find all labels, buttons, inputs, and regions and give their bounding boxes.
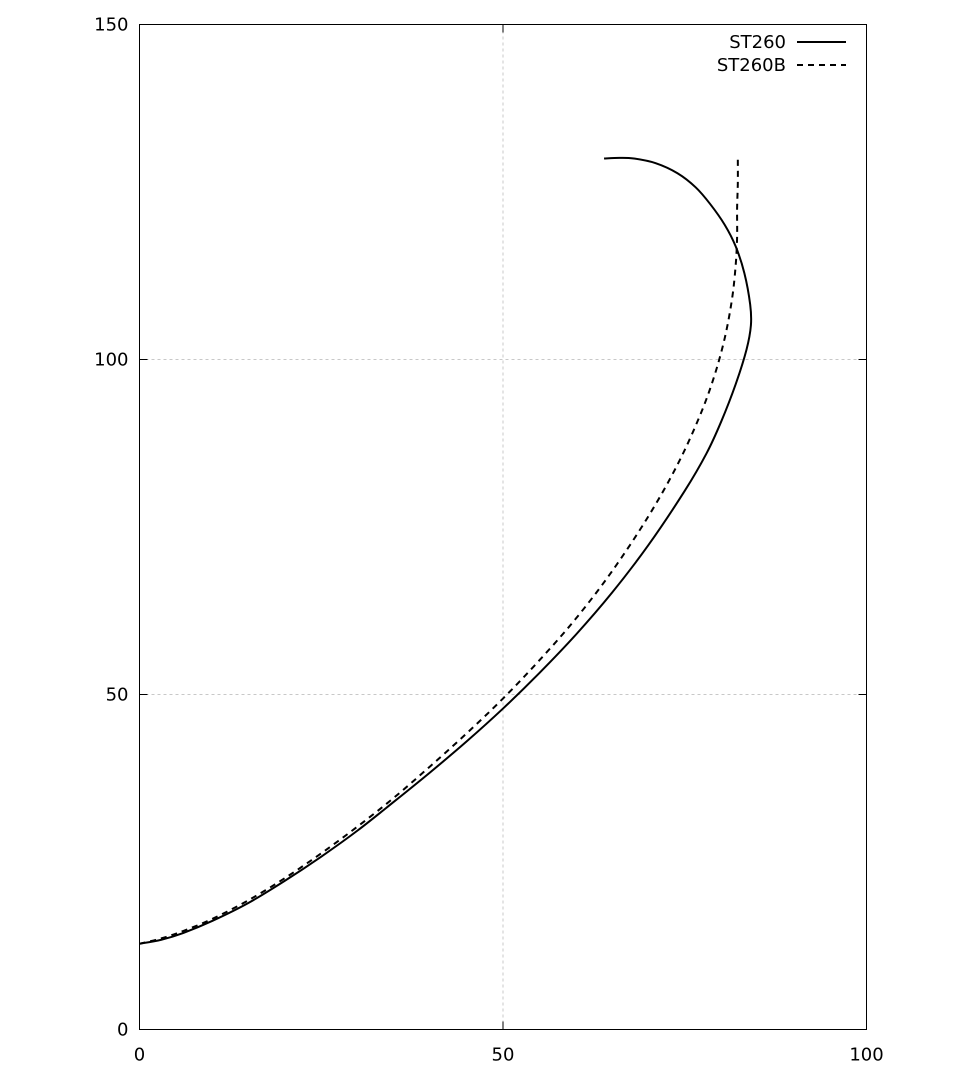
grid [139,24,867,1030]
series-layer [139,156,753,945]
x-tick-label: 100 [849,1045,883,1066]
y-tick-label: 100 [94,350,128,371]
y-tick-label: 150 [94,15,128,36]
series-line-st260 [139,156,753,945]
axis-ticks: 0 50 100 0 50 100 150 [94,15,884,1066]
series-line-st260b [139,158,739,945]
legend-label: ST260 [729,32,786,53]
x-tick-label: 0 [134,1045,145,1066]
y-tick-label: 0 [117,1020,128,1041]
x-tick-label: 50 [492,1045,515,1066]
legend-label: ST260B [717,55,786,76]
y-tick-label: 50 [106,685,129,706]
